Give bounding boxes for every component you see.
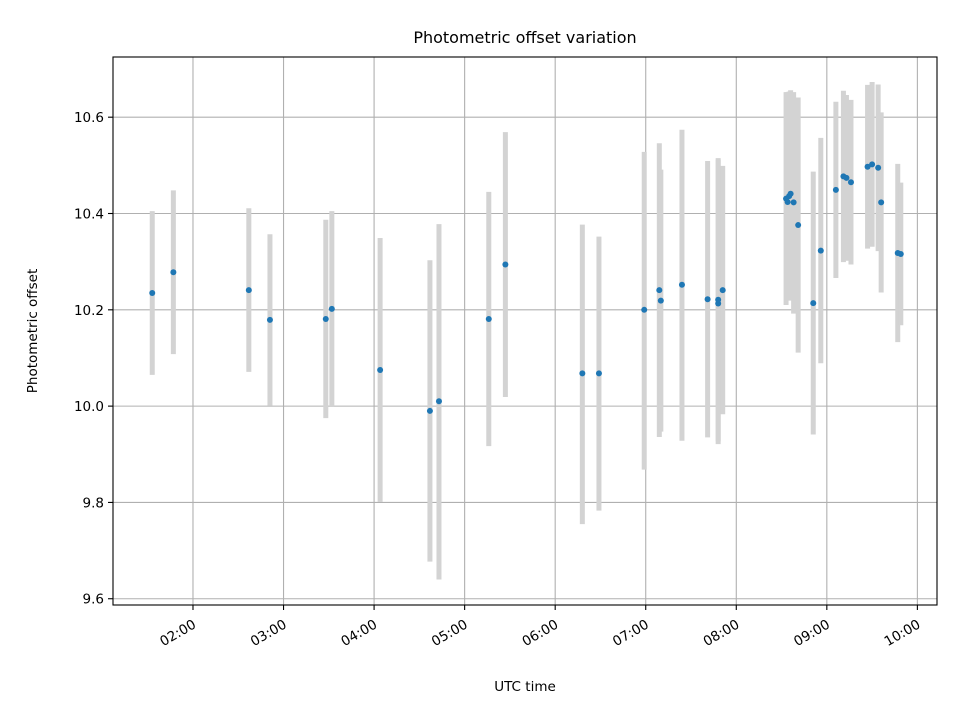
data-points [149,161,904,414]
data-point [485,315,492,322]
y-tick-label: 10.0 [74,399,104,415]
y-tick-label: 10.2 [74,303,104,319]
data-point [897,250,904,257]
data-point [787,190,794,197]
data-point [426,407,433,414]
data-point [245,287,252,294]
data-point [657,297,664,304]
data-point [170,269,177,276]
data-point [678,281,685,288]
y-tick-label: 9.6 [83,592,104,608]
data-point [149,289,156,296]
data-point [875,164,882,171]
data-point [843,174,850,181]
data-point [869,161,876,168]
chart-title: Photometric offset variation [413,28,636,47]
data-point [817,247,824,254]
data-point [641,306,648,313]
plot-frame [112,56,938,606]
data-point [704,296,711,303]
data-point [328,305,335,312]
data-point [322,315,329,322]
data-point [847,179,854,186]
data-point [502,261,509,268]
data-point [784,198,791,205]
data-point [595,370,602,377]
y-axis-label: Photometric offset [25,269,41,393]
y-axis: 9.6 9.8 10.0 10.2 10.4 10.6 [74,110,113,608]
y-tick-label: 10.4 [74,207,104,223]
data-point [790,199,797,206]
x-axis-label: UTC time [494,679,556,695]
data-point [656,287,663,294]
y-tick-label: 10.6 [74,110,104,126]
data-point [878,199,885,206]
data-point [377,367,384,374]
y-tick-label: 9.8 [83,495,104,511]
data-point [715,296,722,303]
data-point [795,222,802,229]
data-point [266,316,273,323]
data-point [579,370,586,377]
data-point [810,300,817,307]
data-point [435,398,442,405]
data-point [864,163,871,170]
data-point [832,186,839,193]
data-point [719,287,726,294]
